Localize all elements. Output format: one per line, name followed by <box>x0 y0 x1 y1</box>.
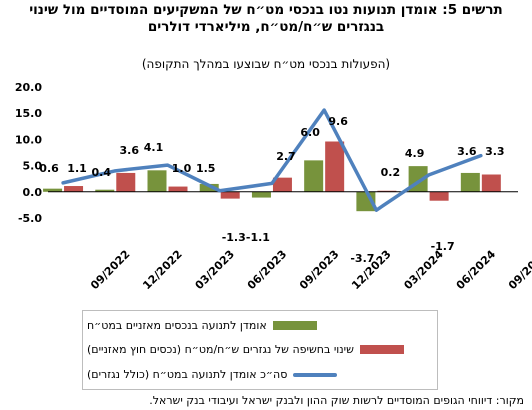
legend-label-balance-sheet: אומדן לתנועה בנכסים מאזניים במט״ח <box>87 319 267 332</box>
legend-item-balance-sheet: אומדן לתנועה בנכסים מאזניים במט״ח <box>87 319 317 332</box>
legend-item-derivatives: שינוי בחשיפה של נגזרים ש״ח/מט״ח (נכסים ח… <box>87 343 404 356</box>
bar <box>460 172 480 192</box>
series-line-total <box>61 108 483 212</box>
chart-legend: אומדן לתנועה בנכסים מאזניים במט״ח שינוי … <box>82 310 438 390</box>
bar <box>43 188 63 192</box>
bar <box>429 191 449 201</box>
data-label: -1.7 <box>431 240 455 253</box>
data-label: -3.7 <box>350 252 374 265</box>
legend-label-total: סה״כ אומדן לתנועה במט״ח (כולל נגזרים) <box>87 368 288 381</box>
data-label: 0.6 <box>39 162 59 175</box>
x-tick-label: 09/2022 <box>88 248 133 293</box>
legend-item-total: סה״כ אומדן לתנועה במט״ח (כולל נגזרים) <box>87 368 338 381</box>
data-label: 0.2 <box>381 166 401 179</box>
legend-swatch-derivatives <box>359 345 404 354</box>
data-label: 3.6 <box>120 144 140 157</box>
data-label: 4.9 <box>405 147 425 160</box>
bar <box>251 191 271 198</box>
bar <box>325 141 345 192</box>
legend-swatch-balance-sheet <box>272 321 317 330</box>
legend-label-derivatives: שינוי בחשיפה של נגזרים ש״ח/מט״ח (נכסים ח… <box>87 343 354 356</box>
y-tick-label: 20.0 <box>15 81 42 94</box>
data-label: 4.1 <box>144 141 164 154</box>
y-tick-label: 5.0 <box>23 160 43 173</box>
data-label: -1.1 <box>246 231 270 244</box>
data-label: 3.6 <box>457 145 477 158</box>
y-tick-label: 15.0 <box>15 107 42 120</box>
data-label: 2.7 <box>276 150 296 163</box>
legend-swatch-total <box>293 372 338 377</box>
chart-title: תרשים 5: אומדן תנועות נטו בנכסי מט״ח של … <box>29 2 503 35</box>
chart-plot: 20.0 15.0 10.0 5.0 0.0 -5.0 0.6 1.1 0.4 3.6 4.1 1.0… <box>15 81 532 293</box>
y-tick-label: 10.0 <box>15 133 42 146</box>
y-tick-label: 0.0 <box>23 186 43 199</box>
y-tick-label: -5.0 <box>18 212 42 225</box>
bar <box>95 189 115 192</box>
data-label: 1.0 <box>172 162 192 175</box>
x-tick-label: 12/2022 <box>140 248 185 293</box>
bar <box>304 160 324 192</box>
data-label: -1.3 <box>222 231 246 244</box>
data-label: 9.6 <box>328 115 348 128</box>
x-tick-label: 06/2023 <box>245 248 290 293</box>
data-label: 1.1 <box>67 162 87 175</box>
data-label: 1.5 <box>196 162 216 175</box>
x-tick-label: 06/2024 <box>454 247 499 292</box>
bar <box>168 186 188 192</box>
bar <box>199 183 219 192</box>
data-label: 6.0 <box>300 126 320 139</box>
x-tick-label: 03/2024 <box>401 247 446 292</box>
bar <box>147 170 167 192</box>
bar <box>481 174 501 192</box>
bar <box>377 190 397 192</box>
bar <box>272 177 292 192</box>
data-label: 3.3 <box>485 145 505 158</box>
x-tick-label: 03/2023 <box>193 248 238 293</box>
bar <box>116 172 136 192</box>
bar <box>64 186 84 192</box>
chart-subtitle: (הפעולות בנכסי מט״ח שבוצעו במהלך התקופה) <box>141 57 391 71</box>
x-tick-label: 09/2024 <box>506 247 532 292</box>
x-tick-label: 09/2023 <box>297 248 342 293</box>
data-label: 0.4 <box>92 166 112 179</box>
bar <box>220 191 240 199</box>
source-note: מקור: דיווחי הגופים המוסדיים לרשות שוק ה… <box>149 394 524 407</box>
